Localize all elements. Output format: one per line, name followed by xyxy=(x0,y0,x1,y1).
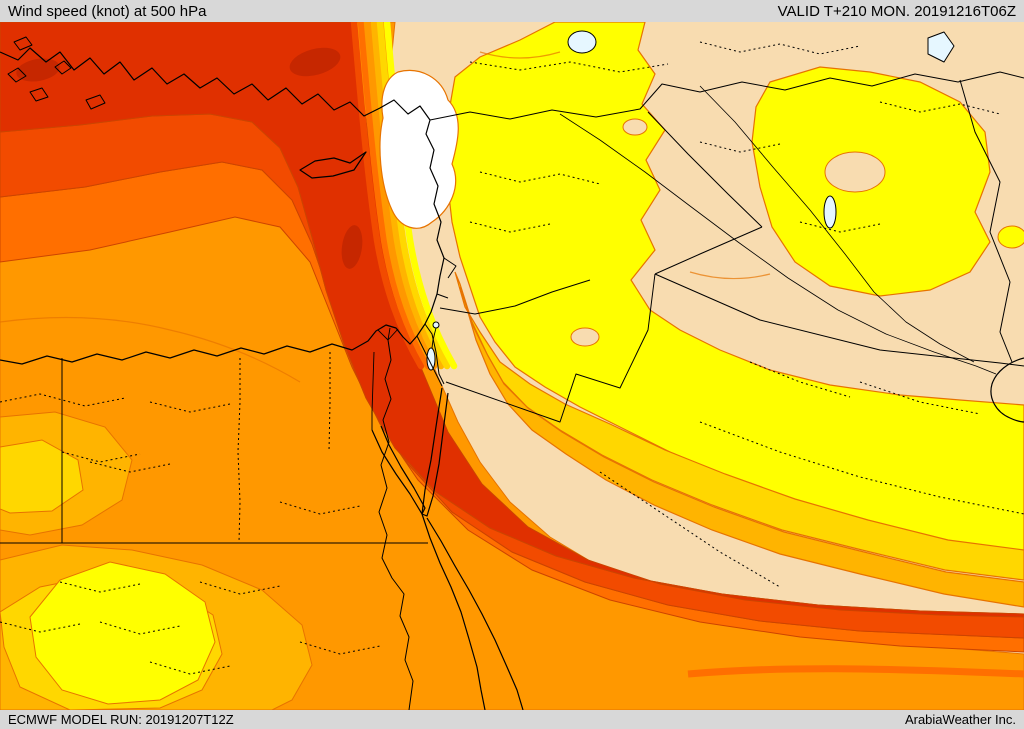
rivers xyxy=(559,85,997,375)
country-borders xyxy=(0,71,1024,544)
lake-van xyxy=(927,31,955,63)
dotted-egypt-5 xyxy=(279,501,361,515)
dotted-syria-1 xyxy=(479,171,601,185)
nile-river xyxy=(378,339,414,711)
island-5 xyxy=(85,94,106,110)
dotted-turkey-3 xyxy=(879,101,1001,115)
border-lebanon xyxy=(436,257,457,299)
band-white-calm-blob xyxy=(379,69,459,229)
dotted-sudan-2 xyxy=(0,621,81,633)
dotted-saudi-3 xyxy=(859,381,981,415)
mediterranean-coastline xyxy=(0,47,445,365)
map-area xyxy=(0,18,1024,711)
strip-orange xyxy=(363,18,438,370)
dotted-iraq-1 xyxy=(699,141,781,153)
extra-contour-lines xyxy=(0,51,771,383)
band-red-core xyxy=(0,21,1024,618)
border-syria-iraq xyxy=(647,111,763,228)
lake-tharthar xyxy=(823,195,837,229)
dotted-libya-1 xyxy=(0,393,126,407)
wind-speed-map-svg xyxy=(0,18,1024,711)
cyprus-island xyxy=(299,151,367,179)
island-2 xyxy=(29,87,49,102)
band-cream-island-2 xyxy=(622,118,648,136)
band-maroon-blob-1 xyxy=(289,47,341,77)
border-egypt-israel xyxy=(416,335,443,387)
border-iraq-saudi xyxy=(654,273,1024,367)
aegean-islands xyxy=(7,36,106,110)
dotted-egypt-4 xyxy=(89,461,171,473)
gulf-of-suez xyxy=(371,425,426,515)
contour-squiggle-3 xyxy=(689,271,771,280)
dotted-egypt-6 xyxy=(199,581,281,595)
model-run-label: ECMWF MODEL RUN: 20191207T12Z xyxy=(8,712,234,727)
band-yellow-spot-right xyxy=(997,225,1024,249)
geography-lines xyxy=(0,30,1024,711)
red-sea-west-shore xyxy=(421,513,486,711)
border-turkey-syria-iraq xyxy=(429,71,1024,121)
band-cream-island-3 xyxy=(570,327,600,347)
wind-field-bands xyxy=(0,18,1024,711)
valid-time-label: VALID T+210 MON. 20191216T06Z xyxy=(777,2,1016,20)
band-cream-island-1 xyxy=(824,151,886,193)
lake-tuz xyxy=(567,30,597,54)
border-jordan-saudi xyxy=(445,273,656,423)
brand-label: ArabiaWeather Inc. xyxy=(904,712,1016,727)
persian-gulf-coast xyxy=(990,357,1024,423)
dotted-sudan-3 xyxy=(149,661,231,675)
dotted-egypt-3 xyxy=(149,401,231,413)
page-title: Wind speed (knot) at 500 hPa xyxy=(8,2,207,20)
dotted-libya-3 xyxy=(99,621,181,635)
band-yellow-patch-sw xyxy=(29,561,216,705)
border-israel-jordan xyxy=(424,323,445,385)
dotted-turkey-1 xyxy=(469,61,669,73)
island-1 xyxy=(7,67,27,83)
dotted-egypt-7 xyxy=(299,641,381,655)
dotted-iraq-2 xyxy=(799,221,881,233)
contour-squiggle-2 xyxy=(479,51,561,59)
border-turkey-iran xyxy=(959,79,1013,363)
dead-sea xyxy=(426,347,436,371)
border-syria-jordan xyxy=(439,279,591,315)
sea-of-galilee xyxy=(432,321,440,329)
band-maroon-blob-3 xyxy=(341,225,363,269)
band-maroon-blob-2 xyxy=(16,58,60,82)
gulf-of-aqaba xyxy=(421,387,449,517)
red-sea-east-shore xyxy=(426,517,524,711)
strip-darkorange xyxy=(357,18,432,370)
border-jordan-iraq xyxy=(654,226,763,275)
lakes xyxy=(426,30,955,371)
dotted-syria-2 xyxy=(469,221,551,233)
band-amber-fan-se xyxy=(459,286,1024,608)
contour-squiggle-1 xyxy=(0,316,301,383)
dotted-turkey-2 xyxy=(699,41,861,55)
band-darkorange-strip-bottom xyxy=(687,665,1024,678)
euphrates-river xyxy=(559,113,997,375)
dotted-egypt-2 xyxy=(328,352,331,453)
admin-boundaries-dotted xyxy=(0,41,1024,675)
tigris-river xyxy=(699,85,975,363)
dotted-sudan-1 xyxy=(59,581,141,593)
dotted-libya-2 xyxy=(61,451,141,463)
header-bar: Wind speed (knot) at 500 hPa VALID T+210… xyxy=(0,0,1024,22)
dotted-saudi-2 xyxy=(599,471,781,588)
nile-delta-branches xyxy=(377,327,399,341)
island-3 xyxy=(54,60,72,75)
footer-bar: ECMWF MODEL RUN: 20191207T12Z ArabiaWeat… xyxy=(0,710,1024,729)
strip-amber xyxy=(370,18,445,370)
strip-redorange xyxy=(350,18,425,370)
island-4 xyxy=(13,36,33,51)
suez-canal xyxy=(371,351,375,430)
dotted-saudi-1 xyxy=(699,421,1024,515)
